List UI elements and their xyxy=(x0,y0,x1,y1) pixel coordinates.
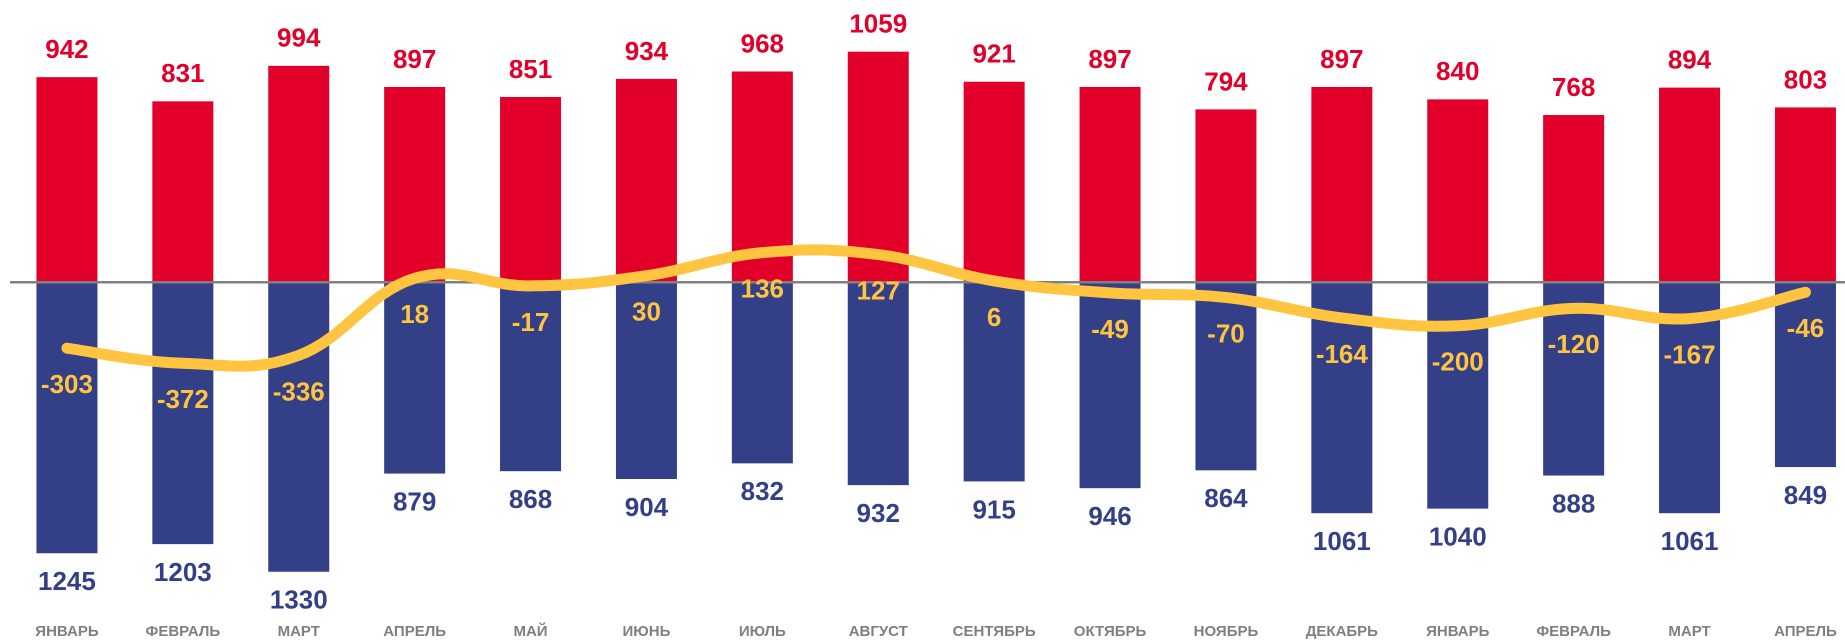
data-label: 888 xyxy=(1552,488,1595,518)
x-tick-label: АПРЕЛЬ xyxy=(383,623,446,640)
data-label: 921 xyxy=(972,39,1015,69)
data-label: 136 xyxy=(741,273,784,303)
data-label: 831 xyxy=(161,58,204,88)
data-label: -49 xyxy=(1091,314,1129,344)
bar xyxy=(384,282,446,474)
bar xyxy=(384,86,446,283)
data-label: 30 xyxy=(632,297,661,327)
data-label: -167 xyxy=(1664,339,1716,369)
data-label: 803 xyxy=(1784,64,1827,94)
bar xyxy=(152,101,214,283)
bar xyxy=(1195,109,1257,283)
line xyxy=(61,244,1811,372)
data-label: 864 xyxy=(1204,483,1248,513)
x-tick-label: ФЕВРАЛЬ xyxy=(1536,623,1611,640)
bar xyxy=(1774,107,1836,283)
x-tick-label: ДЕКАБРЬ xyxy=(1306,623,1378,640)
x-tick-label: ИЮЛЬ xyxy=(739,623,786,640)
x-tick-label: СЕНТЯБРЬ xyxy=(953,623,1036,640)
bar xyxy=(1427,282,1489,509)
data-label: 868 xyxy=(509,484,552,514)
data-label: -17 xyxy=(512,307,550,337)
data-label: 1245 xyxy=(38,566,96,596)
x-tick-label: МАРТ xyxy=(278,623,320,640)
data-label: 897 xyxy=(1088,44,1131,74)
bar xyxy=(963,81,1025,283)
bar xyxy=(615,282,677,480)
data-label: 1040 xyxy=(1429,522,1487,552)
data-label: -303 xyxy=(41,369,93,399)
data-label: 894 xyxy=(1668,44,1712,74)
data-label: -120 xyxy=(1548,329,1600,359)
data-label: 851 xyxy=(509,54,552,84)
data-label: 915 xyxy=(972,494,1015,524)
bar xyxy=(36,282,98,554)
bar xyxy=(1543,115,1605,283)
data-label: 768 xyxy=(1552,72,1595,102)
data-label: 879 xyxy=(393,486,436,516)
data-label: 127 xyxy=(857,275,900,305)
bar xyxy=(500,96,562,283)
bar xyxy=(1079,86,1141,283)
bar xyxy=(1774,282,1836,468)
bar xyxy=(847,51,909,283)
x-tick-label: МАЙ xyxy=(513,622,547,640)
bar xyxy=(615,78,677,283)
data-label: 840 xyxy=(1436,56,1479,86)
data-label: 1059 xyxy=(849,9,907,39)
bar xyxy=(36,77,98,283)
bar xyxy=(847,282,909,486)
bar xyxy=(1659,87,1721,283)
data-label: 932 xyxy=(857,498,900,528)
data-label: 904 xyxy=(625,492,669,522)
bar xyxy=(500,282,562,472)
x-tick-label: ОКТЯБРЬ xyxy=(1074,623,1147,640)
data-label: 968 xyxy=(741,28,784,58)
data-label: 1061 xyxy=(1661,526,1719,556)
x-tick-label: ИЮНЬ xyxy=(623,623,671,640)
data-label: 1330 xyxy=(270,585,328,615)
data-label: 897 xyxy=(393,44,436,74)
data-label: 794 xyxy=(1204,66,1248,96)
x-tick-label: АВГУСТ xyxy=(849,623,908,640)
bar xyxy=(1079,282,1141,489)
x-tick-label: ЯНВАРЬ xyxy=(35,623,99,640)
data-label: 1203 xyxy=(154,557,212,587)
bar xyxy=(268,282,330,572)
bar xyxy=(1427,99,1489,283)
bar xyxy=(152,282,214,545)
data-label: 849 xyxy=(1784,480,1827,510)
data-label: 1061 xyxy=(1313,526,1371,556)
data-label: -200 xyxy=(1432,347,1484,377)
data-label: 832 xyxy=(741,476,784,506)
x-tick-label: МАРТ xyxy=(1668,623,1710,640)
x-tick-label: ЯНВАРЬ xyxy=(1426,623,1490,640)
data-label: 994 xyxy=(277,23,321,53)
data-label: -70 xyxy=(1207,318,1245,348)
data-label: 18 xyxy=(400,299,429,329)
data-label: 6 xyxy=(987,302,1001,332)
data-label: -46 xyxy=(1787,313,1825,343)
x-tick-label: АПРЕЛЬ xyxy=(1774,623,1837,640)
data-label: 946 xyxy=(1088,501,1131,531)
data-label: 897 xyxy=(1320,44,1363,74)
bar xyxy=(1195,282,1257,471)
data-label: -164 xyxy=(1316,339,1369,369)
bar xyxy=(963,282,1025,482)
x-tick-label: ФЕВРАЛЬ xyxy=(146,623,221,640)
data-label: 934 xyxy=(625,36,669,66)
bar xyxy=(268,65,330,283)
data-label: 942 xyxy=(45,34,88,64)
x-tick-label: НОЯБРЬ xyxy=(1194,623,1259,640)
bar xyxy=(1311,86,1373,283)
data-label: -372 xyxy=(157,384,209,414)
data-label: -336 xyxy=(273,376,325,406)
bar xyxy=(731,282,793,464)
